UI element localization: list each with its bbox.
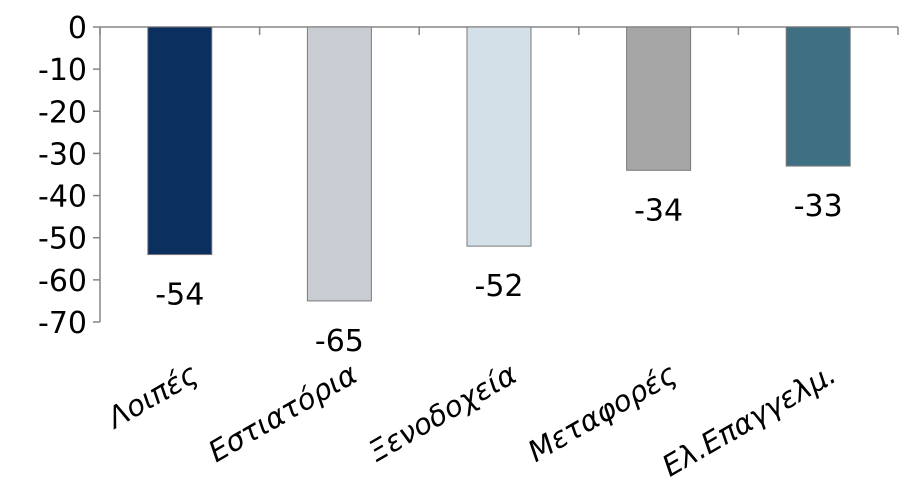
y-tick-label: -50 xyxy=(38,222,87,257)
y-tick-labels: 0 -10 -20 -30 -40 -50 -60 -70 xyxy=(38,11,87,341)
data-label: -33 xyxy=(794,189,843,224)
data-labels: -54 -65 -52 -34 -33 xyxy=(155,189,842,359)
bar xyxy=(466,26,532,247)
y-tick-label: -20 xyxy=(38,95,87,130)
data-label: -52 xyxy=(475,269,524,304)
y-tick-label: -10 xyxy=(38,53,87,88)
chart-bars xyxy=(147,26,851,302)
bar xyxy=(626,26,692,171)
data-label: -34 xyxy=(634,193,683,228)
category-label: Εστιατόρια xyxy=(202,357,362,469)
category-label: Ξενοδοχεία xyxy=(362,357,522,469)
category-label: Λοιπές xyxy=(100,357,203,436)
category-label: Ελ.Επαγγελμ. xyxy=(656,357,841,484)
bar xyxy=(306,26,372,302)
bar xyxy=(785,26,851,167)
y-tick-label: -30 xyxy=(38,137,87,172)
bar xyxy=(147,26,213,256)
y-tick-label: -40 xyxy=(38,180,87,215)
y-tick-label: -70 xyxy=(38,306,87,341)
y-tick-label: 0 xyxy=(68,11,87,46)
data-label: -65 xyxy=(315,324,364,359)
data-label: -54 xyxy=(155,278,204,313)
category-labels: Λοιπές Εστιατόρια Ξενοδοχεία ΜεταφορέςΕλ.Επ… xyxy=(100,357,842,484)
y-tick-label: -60 xyxy=(38,264,87,299)
